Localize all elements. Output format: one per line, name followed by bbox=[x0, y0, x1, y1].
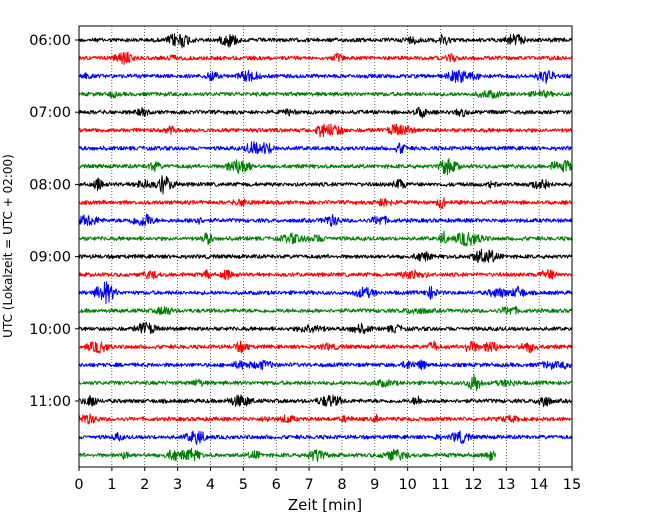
y-tick-label-0700: 07:00 bbox=[29, 105, 71, 121]
trace-row-0915 bbox=[78, 268, 573, 281]
trace-row-1030 bbox=[78, 359, 573, 371]
y-tick-label-1000: 10:00 bbox=[29, 322, 71, 338]
x-tick-label-12: 12 bbox=[464, 477, 482, 493]
x-axis-label: Zeit [min] bbox=[288, 496, 362, 514]
trace-row-0815 bbox=[78, 197, 573, 210]
x-tick-label-7: 7 bbox=[304, 477, 313, 493]
trace-row-0800 bbox=[78, 175, 573, 195]
y-tick-label-1100: 11:00 bbox=[29, 394, 71, 410]
x-tick-label-2: 2 bbox=[140, 477, 149, 493]
x-axis: 0 1 2 3 4 5 6 7 8 9 10 11 12 13 14 15 bbox=[74, 467, 581, 493]
x-tick-label-5: 5 bbox=[239, 477, 248, 493]
y-tick-label-0600: 06:00 bbox=[29, 33, 71, 49]
trace-row-1145 bbox=[78, 447, 497, 463]
x-tick-label-6: 6 bbox=[272, 477, 281, 493]
y-axis: 06:00 07:00 08:00 09:00 10:00 11:00 bbox=[29, 33, 79, 410]
trace-rows bbox=[78, 33, 573, 463]
trace-row-1045 bbox=[78, 374, 573, 392]
y-axis-label: UTC (Lokalzeit = UTC + 02:00) bbox=[1, 154, 15, 338]
trace-row-0900 bbox=[78, 248, 573, 264]
x-tick-label-14: 14 bbox=[530, 477, 548, 493]
trace-row-1000 bbox=[78, 321, 573, 335]
trace-row-0615 bbox=[78, 51, 573, 65]
x-tick-label-10: 10 bbox=[398, 477, 416, 493]
trace-row-1115 bbox=[78, 413, 573, 425]
x-tick-label-4: 4 bbox=[206, 477, 215, 493]
trace-row-0715 bbox=[78, 123, 573, 138]
trace-row-0700 bbox=[78, 106, 573, 119]
trace-row-0645 bbox=[78, 89, 573, 99]
x-tick-label-0: 0 bbox=[74, 477, 83, 493]
trace-row-0945 bbox=[78, 306, 573, 316]
trace-row-0930 bbox=[78, 281, 573, 305]
plot-frame bbox=[78, 25, 573, 468]
trace-row-0730 bbox=[78, 141, 573, 155]
trace-row-0630 bbox=[78, 69, 573, 84]
trace-row-0745 bbox=[78, 157, 573, 176]
x-tick-label-13: 13 bbox=[497, 477, 515, 493]
trace-row-0845 bbox=[78, 230, 573, 247]
x-tick-label-1: 1 bbox=[107, 477, 116, 493]
y-tick-label-0900: 09:00 bbox=[29, 250, 71, 266]
trace-row-1130 bbox=[78, 430, 573, 446]
trace-row-1015 bbox=[78, 340, 573, 354]
trace-row-0600 bbox=[78, 33, 573, 49]
x-tick-label-3: 3 bbox=[173, 477, 182, 493]
y-tick-label-0800: 08:00 bbox=[29, 177, 71, 193]
x-tick-label-15: 15 bbox=[563, 477, 581, 493]
x-tick-label-8: 8 bbox=[337, 477, 346, 493]
trace-row-0830 bbox=[78, 213, 573, 227]
x-tick-label-11: 11 bbox=[431, 477, 449, 493]
x-tick-label-9: 9 bbox=[370, 477, 379, 493]
trace-row-1100 bbox=[78, 394, 573, 408]
